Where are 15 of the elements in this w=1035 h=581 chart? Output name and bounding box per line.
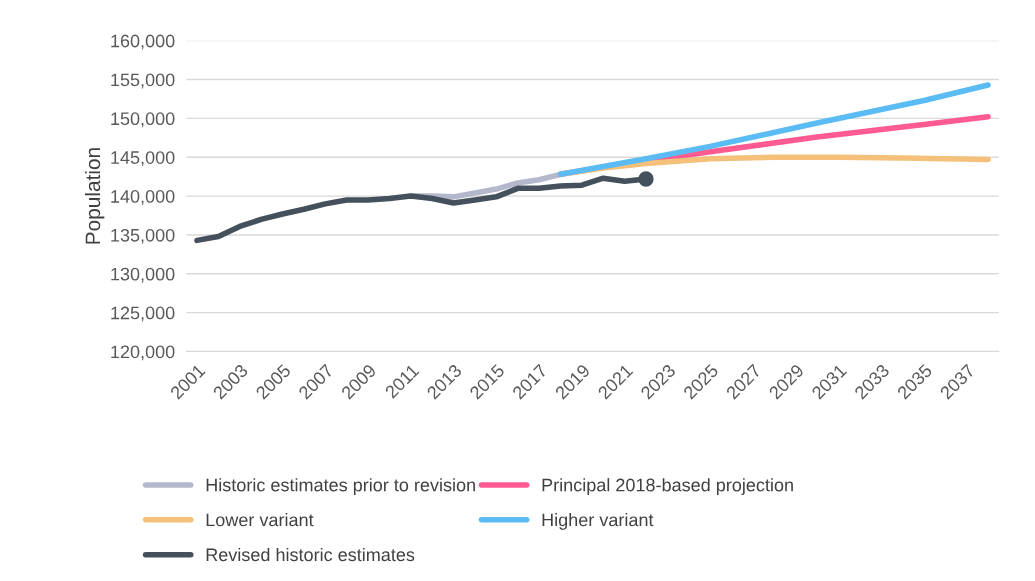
- legend-label: Higher variant: [542, 513, 654, 530]
- y-tick-label: 145,000: [111, 151, 175, 167]
- y-tick-label: 130,000: [111, 267, 175, 283]
- y-tick-label: 155,000: [111, 73, 175, 89]
- y-tick-label: 120,000: [111, 345, 175, 361]
- legend-label: Historic estimates prior to revision: [206, 478, 475, 495]
- legend-label: Revised historic estimates: [206, 547, 415, 562]
- y-tick-label: 125,000: [111, 306, 175, 322]
- y-tick-label: 135,000: [111, 228, 175, 244]
- y-axis-title: Population: [84, 148, 105, 244]
- y-tick-label: 160,000: [111, 34, 175, 50]
- legend-label: Lower variant: [206, 513, 314, 527]
- y-tick-label: 140,000: [111, 190, 175, 205]
- y-tick-label: 150,000: [111, 112, 175, 128]
- legend-label: Principal 2018-based projection: [542, 478, 793, 495]
